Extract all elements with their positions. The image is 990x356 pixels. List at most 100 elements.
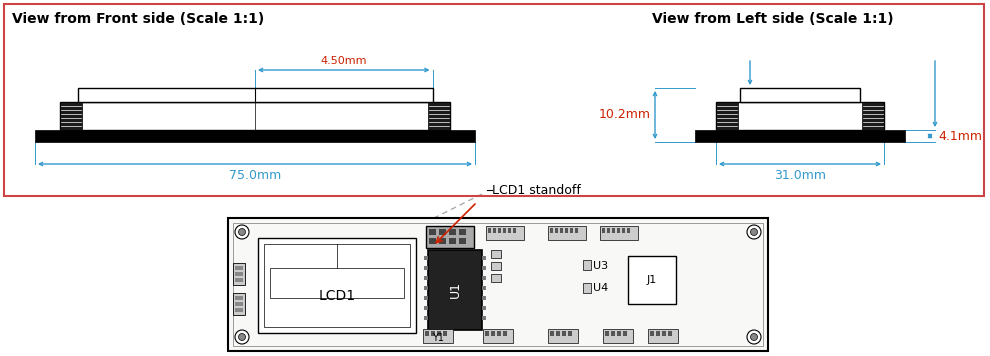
Bar: [602, 228, 605, 233]
Bar: [498, 228, 501, 233]
Bar: [583, 260, 591, 270]
Bar: [482, 276, 486, 280]
Bar: [443, 331, 447, 336]
Bar: [482, 316, 486, 320]
Bar: [570, 228, 573, 233]
Circle shape: [750, 229, 757, 236]
Bar: [424, 256, 428, 260]
Bar: [270, 268, 404, 298]
Bar: [264, 244, 410, 327]
Text: View from Front side (Scale 1:1): View from Front side (Scale 1:1): [12, 12, 264, 26]
Text: LCD1: LCD1: [319, 288, 355, 303]
Bar: [423, 329, 453, 343]
Bar: [562, 331, 566, 336]
Bar: [459, 238, 466, 244]
Bar: [429, 238, 436, 244]
Bar: [459, 229, 466, 235]
Bar: [556, 331, 560, 336]
Bar: [560, 228, 563, 233]
Text: J1: J1: [646, 275, 657, 285]
Text: 4.1mm: 4.1mm: [938, 130, 982, 142]
Bar: [235, 278, 243, 282]
Text: View from Left side (Scale 1:1): View from Left side (Scale 1:1): [652, 12, 894, 26]
Text: 10.2mm: 10.2mm: [599, 109, 651, 121]
Bar: [623, 331, 627, 336]
Bar: [482, 256, 486, 260]
Text: LCD1 standoff: LCD1 standoff: [492, 183, 581, 197]
Bar: [650, 331, 654, 336]
Circle shape: [235, 225, 249, 239]
Bar: [482, 296, 486, 300]
Bar: [483, 329, 513, 343]
Bar: [617, 331, 621, 336]
Bar: [508, 228, 511, 233]
Bar: [235, 296, 243, 300]
Text: U3: U3: [593, 261, 608, 271]
Bar: [491, 274, 501, 282]
Bar: [575, 228, 578, 233]
Bar: [491, 250, 501, 258]
Bar: [565, 228, 568, 233]
Bar: [488, 228, 491, 233]
Bar: [485, 331, 489, 336]
Bar: [628, 256, 676, 304]
Bar: [605, 331, 609, 336]
Bar: [648, 329, 678, 343]
Text: Y1: Y1: [432, 333, 444, 343]
Bar: [235, 266, 243, 270]
Bar: [491, 262, 501, 270]
Bar: [437, 331, 441, 336]
Circle shape: [750, 334, 757, 340]
Bar: [668, 331, 672, 336]
Circle shape: [239, 334, 246, 340]
Bar: [60, 102, 82, 130]
Text: 4.50mm: 4.50mm: [321, 56, 367, 66]
Bar: [513, 228, 516, 233]
Bar: [426, 226, 474, 248]
Bar: [431, 331, 435, 336]
Bar: [228, 218, 768, 351]
Circle shape: [747, 330, 761, 344]
Bar: [550, 228, 553, 233]
Circle shape: [235, 330, 249, 344]
Bar: [60, 102, 450, 130]
Bar: [35, 130, 475, 142]
Bar: [235, 302, 243, 306]
Bar: [235, 272, 243, 276]
Bar: [439, 238, 446, 244]
Bar: [740, 88, 860, 102]
Bar: [486, 226, 524, 240]
Bar: [548, 226, 586, 240]
Bar: [428, 250, 482, 330]
Bar: [627, 228, 630, 233]
Bar: [555, 228, 558, 233]
Bar: [429, 229, 436, 235]
Bar: [600, 226, 638, 240]
Text: U1: U1: [448, 282, 461, 298]
Bar: [716, 102, 738, 130]
Bar: [428, 102, 450, 130]
Bar: [583, 283, 591, 293]
Bar: [503, 228, 506, 233]
Bar: [656, 331, 660, 336]
Bar: [497, 331, 501, 336]
Bar: [568, 331, 572, 336]
Bar: [424, 286, 428, 290]
Bar: [424, 316, 428, 320]
Bar: [548, 329, 578, 343]
Bar: [424, 306, 428, 310]
Bar: [607, 228, 610, 233]
Bar: [449, 229, 456, 235]
Circle shape: [239, 229, 246, 236]
Bar: [233, 293, 245, 315]
Text: U4: U4: [593, 283, 608, 293]
Bar: [233, 263, 245, 285]
Bar: [617, 228, 620, 233]
Bar: [716, 102, 884, 130]
Bar: [503, 331, 507, 336]
Bar: [258, 238, 416, 333]
Bar: [425, 331, 429, 336]
Bar: [695, 130, 905, 142]
Bar: [233, 223, 763, 346]
Bar: [622, 228, 625, 233]
